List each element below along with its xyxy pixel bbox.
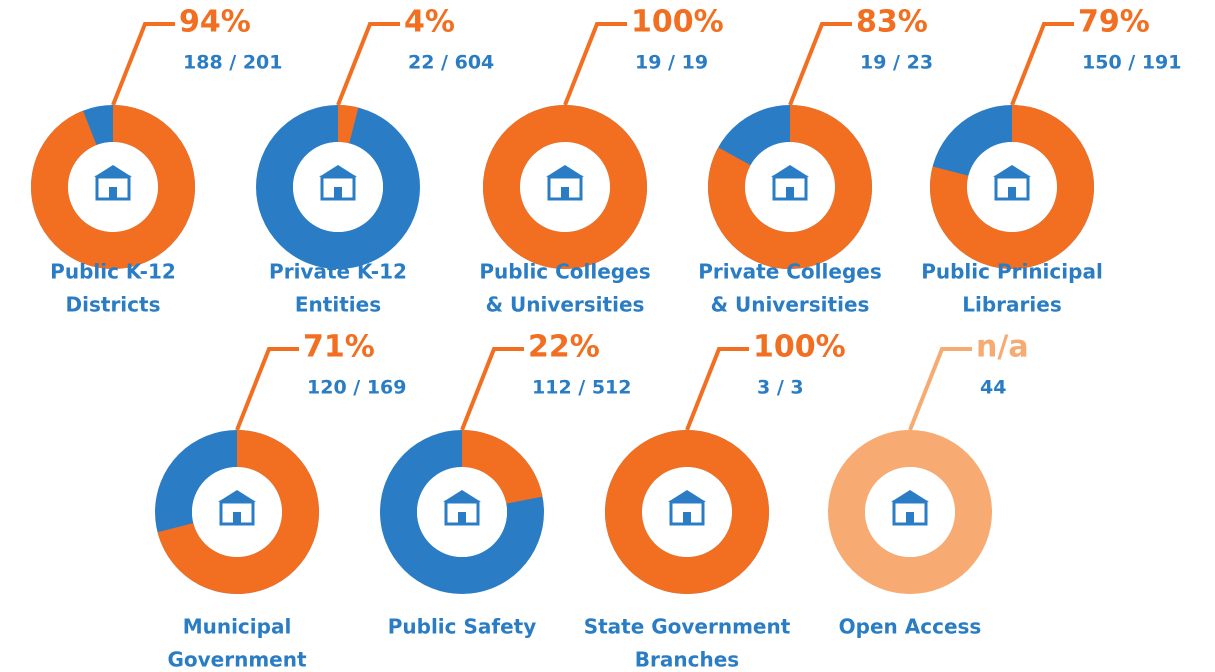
donut: 100% 3 / 3 State Government Branches (584, 330, 846, 672)
count-label: 19 / 19 (635, 52, 708, 74)
donut-share (483, 105, 647, 269)
percent-label: 22% (528, 330, 600, 365)
icon (334, 187, 342, 199)
percent-label: 83% (856, 5, 928, 40)
icon (458, 512, 466, 524)
category-label: Branches (635, 648, 739, 672)
count-label: 112 / 512 (532, 377, 632, 399)
percent-label: n/a (976, 330, 1029, 365)
donut-ring (828, 430, 992, 594)
leader-line (685, 347, 749, 431)
icon (443, 490, 481, 502)
icon (1008, 187, 1016, 199)
category-label: Public K-12 (50, 260, 176, 284)
donut-share (155, 430, 319, 594)
category-label: Private K-12 (269, 260, 407, 284)
donut-share (380, 430, 544, 594)
donut-share (256, 105, 420, 269)
leader-line (563, 22, 627, 106)
donut: 22% 112 / 512 Public Safety (380, 330, 632, 639)
leader-line (460, 347, 524, 431)
leader-line (1010, 22, 1074, 106)
donut-share (31, 105, 195, 269)
leader-line (111, 22, 175, 106)
count-label: 22 / 604 (408, 52, 494, 74)
icon (218, 490, 256, 502)
category-label: & Universities (711, 293, 870, 317)
percent-label: 79% (1078, 5, 1150, 40)
donut: 100% 19 / 19 Public Colleges & Universities (479, 5, 723, 317)
donut-share (930, 105, 1094, 269)
leader-line (908, 347, 972, 431)
icon (94, 165, 132, 177)
percent-label: 100% (753, 330, 846, 365)
category-label: Libraries (962, 293, 1061, 317)
percent-label: 94% (179, 5, 251, 40)
category-label: State Government (584, 615, 791, 639)
icon (561, 187, 569, 199)
icon (109, 187, 117, 199)
icon (786, 187, 794, 199)
donut-share (708, 105, 872, 269)
category-label: Government (167, 648, 307, 672)
percent-label: 4% (404, 5, 455, 40)
icon (546, 165, 584, 177)
count-label: 3 / 3 (757, 377, 804, 399)
percent-label: 71% (303, 330, 375, 365)
icon (683, 512, 691, 524)
count-label: 150 / 191 (1082, 52, 1182, 74)
category-label: Public Colleges (479, 260, 650, 284)
donut: n/a 44 Open Access (828, 330, 1029, 639)
category-label: & Universities (486, 293, 645, 317)
percent-label: 100% (631, 5, 724, 40)
leader-line (336, 22, 400, 106)
count-label: 188 / 201 (183, 52, 283, 74)
category-label: Private Colleges (698, 260, 881, 284)
icon (891, 490, 929, 502)
donut: 4% 22 / 604 Private K-12 Entities (256, 5, 494, 317)
count-label: 120 / 169 (307, 377, 407, 399)
icon (906, 512, 914, 524)
category-label: Districts (66, 293, 161, 317)
donut: 71% 120 / 169 Municipal Government (155, 330, 407, 672)
icon (771, 165, 809, 177)
icon (668, 490, 706, 502)
category-label: Entities (295, 293, 381, 317)
category-label: Municipal (183, 615, 292, 639)
count-label: 19 / 23 (860, 52, 933, 74)
count-label: 44 (980, 377, 1006, 399)
leader-line (235, 347, 299, 431)
icon (233, 512, 241, 524)
leader-line (788, 22, 852, 106)
donut: 83% 19 / 23 Private Colleges & Universities (698, 5, 933, 317)
category-label: Open Access (839, 615, 982, 639)
donut: 94% 188 / 201 Public K-12 Districts (31, 5, 283, 317)
icon (993, 165, 1031, 177)
icon (319, 165, 357, 177)
donut: 79% 150 / 191 Public Prinicipal Libraries (921, 5, 1181, 317)
category-label: Public Safety (388, 615, 537, 639)
donut-share (605, 430, 769, 594)
category-label: Public Prinicipal (921, 260, 1103, 284)
